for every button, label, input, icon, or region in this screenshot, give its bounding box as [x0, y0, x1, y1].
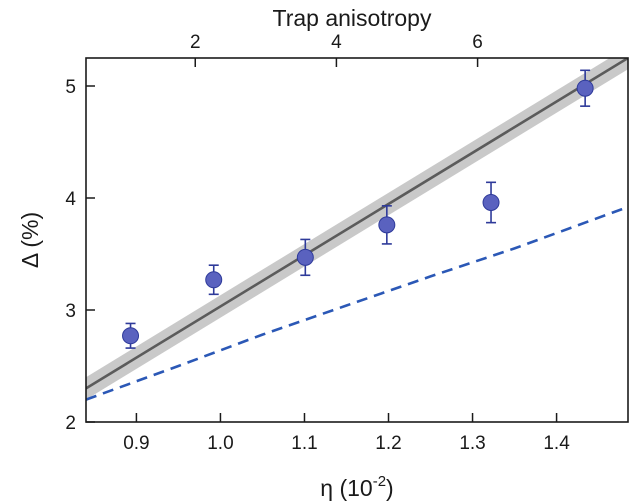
x-tick-label: 1.0	[207, 433, 233, 454]
data-point	[205, 271, 223, 289]
top-tick-label: 4	[331, 32, 342, 53]
model-uncertainty-band	[86, 58, 628, 400]
top-tick-label: 6	[472, 32, 483, 53]
x-axis-title-exponent: -2	[373, 473, 386, 490]
x-axis-title-close: )	[386, 475, 394, 501]
x-tick-label: 1.3	[459, 433, 485, 454]
data-point	[378, 216, 396, 234]
model-dashed-line	[86, 205, 628, 401]
y-tick-label: 5	[65, 77, 76, 98]
model-lines-layer	[86, 58, 628, 401]
x-tick-label: 1.4	[543, 433, 570, 454]
y-tick-label: 2	[65, 413, 76, 434]
plot-frame	[85, 57, 629, 423]
y-tick-label: 4	[65, 189, 76, 210]
data-point	[296, 248, 314, 266]
y-tick-label: 3	[65, 301, 76, 322]
data-points-layer	[122, 69, 594, 349]
y-axis-title: Δ (%)	[17, 212, 43, 268]
x-tick-label: 1.1	[291, 433, 317, 454]
model-band-layer	[86, 58, 628, 400]
data-point	[122, 327, 140, 345]
top-axis-title: Trap anisotropy	[273, 5, 432, 31]
axes-layer: 0.9 1.0 1.1 1.2 1.3 1.4 2 3 4 5 2 4 6	[65, 32, 570, 454]
x-tick-label: 1.2	[375, 433, 401, 454]
data-point	[482, 193, 500, 211]
top-tick-label: 2	[190, 32, 201, 53]
x-tick-label: 0.9	[123, 433, 149, 454]
x-axis-title: η (10-2)	[320, 473, 393, 501]
data-point	[576, 79, 594, 97]
model-solid-line	[86, 58, 628, 390]
x-axis-title-main: η (10	[320, 475, 372, 501]
